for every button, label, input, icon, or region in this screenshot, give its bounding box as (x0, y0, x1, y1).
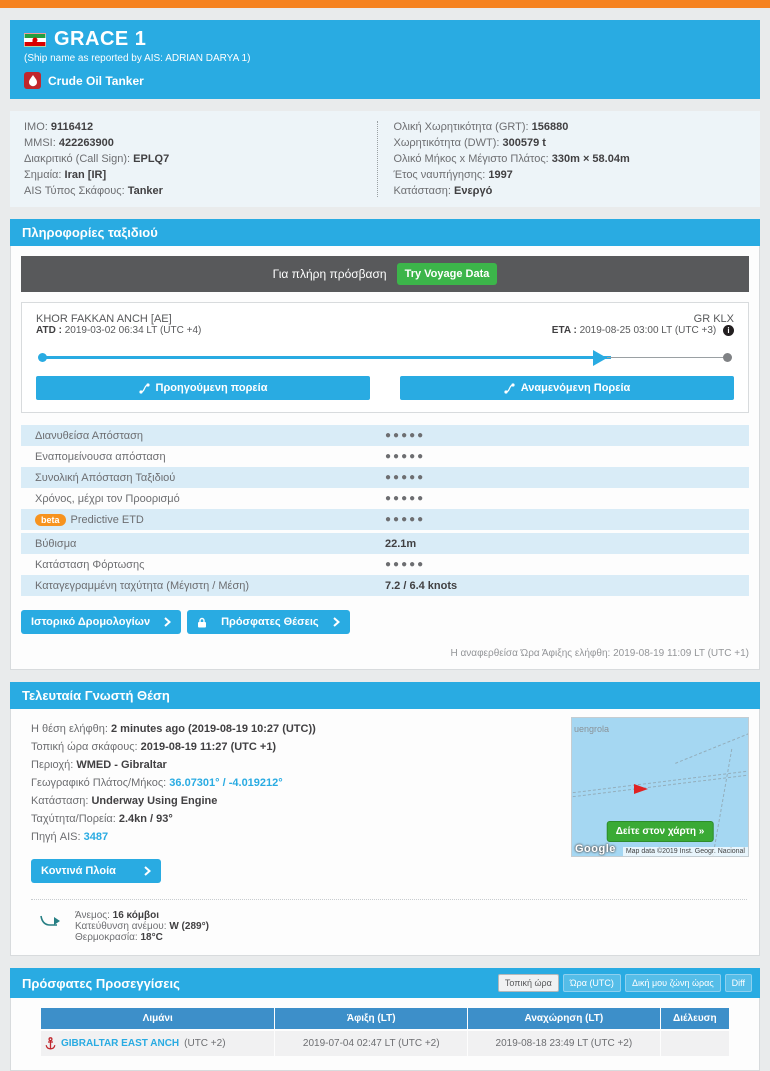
view-on-map-button[interactable]: Δείτε στον χάρτη » (606, 821, 714, 843)
info-icon[interactable]: i (723, 325, 734, 336)
google-logo: Google (575, 843, 616, 856)
voyage-row-predictive-etd: beta Predictive ETD ●●●●● (21, 509, 749, 531)
vessel-details: IMO: 9116412 MMSI: 422263900 Διακριτικό … (10, 111, 760, 207)
last-position-section: Τελευταία Γνωστή Θέση Η θέση ελήφθη: 2 m… (10, 682, 760, 957)
voyage-promo-bar: Για πλήρη πρόσβαση Try Voyage Data (21, 256, 749, 292)
promo-text: Για πλήρη πρόσβαση (272, 267, 387, 281)
wind-speed: Άνεμος: 16 κόμβοι (75, 910, 160, 922)
temperature: Θερμοκρασία: 18°C (75, 932, 163, 944)
wind-direction: Κατεύθυνση ανέμου: W (289°) (75, 921, 209, 933)
detail-dimensions: Ολικό Μήκος x Μέγιστο Πλάτος: 330m × 58.… (393, 153, 630, 165)
beta-badge: beta (35, 513, 66, 526)
vessel-local-time: Τοπική ώρα σκάφους: 2019-08-19 11:27 (UT… (31, 741, 277, 754)
map-route-line (572, 766, 748, 795)
voyage-history-button[interactable]: Ιστορικό Δρομολογίων (21, 610, 182, 635)
progress-line-remaining (607, 357, 726, 359)
destination-port: GR KLX (693, 313, 734, 325)
port-calls-table: Λιμάνι Άφιξη (LT) Αναχώρηση (LT) Διέλευσ… (41, 1008, 729, 1057)
port-call-row: GIBRALTAR EAST ANCH (UTC +2) 2019-07-04 … (41, 1029, 729, 1057)
route-icon (138, 383, 150, 394)
recent-positions-button[interactable]: Πρόσφατες Θέσεις (187, 610, 350, 635)
port-timezone: (UTC +2) (184, 1038, 226, 1050)
chevron-right-icon (332, 617, 340, 627)
anchor-icon (45, 1037, 56, 1050)
column-header-port: Λιμάνι (41, 1008, 275, 1031)
map-attribution: Map data ©2019 Inst. Geogr. Nacional (622, 847, 748, 857)
column-header-transit: Διέλευση (659, 1008, 729, 1031)
voyage-section-title: Πληροφορίες ταξιδιού (10, 219, 760, 246)
eta-line: ETA : 2019-08-25 03:00 LT (UTC +3) i (552, 325, 734, 336)
detail-grt: Ολική Χωρητικότητα (GRT): 156880 (393, 121, 569, 133)
port-calls-section: Πρόσφατες Προσεγγίσεις Τοπική ώρα Ώρα (U… (10, 968, 760, 1071)
iran-flag-icon (24, 32, 46, 47)
chevron-right-icon (144, 866, 151, 876)
detail-status: Κατάσταση: Ενεργό (393, 185, 493, 197)
ship-marker-icon (634, 784, 648, 795)
position-section-title: Τελευταία Γνωστή Θέση (10, 682, 760, 710)
detail-year-built: Έτος ναυπήγησης: 1997 (393, 169, 513, 181)
eta-received-note: Η αναφερθείσα Ώρα Άφιξης ελήφθη: 2019-08… (450, 648, 750, 660)
wind-direction-icon (39, 914, 61, 931)
ship-position-arrow-icon (593, 350, 608, 367)
ship-header: GRACE 1 (Ship name as reported by AIS: A… (10, 20, 760, 99)
top-nav-strip (0, 0, 770, 8)
route-box: KHOR FAKKAN ANCH [AE] ATD : 2019-03-02 0… (21, 302, 749, 414)
speed-course: Ταχύτητα/Πορεία: 2.4kn / 93° (31, 813, 173, 826)
voyage-row-recorded-speed: Καταγεγραμμένη ταχύτητα (Μέγιστη / Μέση)… (21, 575, 749, 597)
position-map[interactable]: uengrola Δείτε στον χάρτη » Google Map d… (571, 717, 749, 858)
detail-flag: Σημαία: Iran [IR] (24, 169, 107, 181)
port-calls-title: Πρόσφατες Προσεγγίσεις (22, 975, 180, 991)
origin-port: KHOR FAKKAN ANCH [AE] (36, 313, 172, 325)
voyage-row-distance-travelled: Διανυθείσα Απόσταση ●●●●● (21, 425, 749, 447)
my-timezone-button[interactable]: Δική μου ζώνη ώρας (624, 974, 721, 993)
voyage-row-load-status: Κατάσταση Φόρτωσης ●●●●● (21, 554, 749, 576)
position-received: Η θέση ελήφθη: 2 minutes ago (2019-08-19… (31, 723, 316, 736)
map-route-line (675, 729, 748, 764)
column-header-departure: Αναχώρηση (LT) (467, 1008, 661, 1031)
ais-source-link[interactable]: Πηγή AIS: 3487 (31, 831, 109, 844)
diff-button[interactable]: Diff (724, 974, 752, 993)
atd-line: ATD : 2019-03-02 06:34 LT (UTC +4) (36, 325, 202, 336)
column-header-arrival: Άφιξη (LT) (274, 1008, 468, 1031)
nav-status: Κατάσταση: Underway Using Engine (31, 795, 218, 808)
utc-time-button[interactable]: Ώρα (UTC) (562, 974, 621, 993)
detail-ais-type: AIS Τύπος Σκάφους: Tanker (24, 185, 163, 197)
voyage-info-section: Πληροφορίες ταξιδιού Για πλήρη πρόσβαση … (10, 219, 760, 671)
detail-mmsi: MMSI: 422263900 (24, 137, 114, 149)
progress-line-done (42, 356, 612, 360)
departure-cell: 2019-08-18 23:49 LT (UTC +2) (467, 1029, 661, 1057)
ais-reported-name: (Ship name as reported by AIS: ADRIAN DA… (24, 53, 251, 64)
port-link[interactable]: GIBRALTAR EAST ANCH (61, 1038, 180, 1050)
chevron-right-icon (164, 617, 172, 627)
previous-course-button[interactable]: Προηγούμενη πορεία (36, 376, 370, 401)
local-time-button[interactable]: Τοπική ώρα (497, 974, 559, 993)
detail-dwt: Χωρητικότητα (DWT): 300579 t (393, 137, 546, 149)
expected-course-button[interactable]: Αναμενόμενη Πορεία (400, 376, 734, 401)
nearby-vessels-button[interactable]: Κοντινά Πλοία (31, 859, 161, 884)
ship-type-label: Crude Oil Tanker (48, 73, 144, 88)
voyage-row-time-to-destination: Χρόνος, μέχρι τον Προορισμό ●●●●● (21, 488, 749, 510)
detail-imo: IMO: 9116412 (24, 121, 94, 133)
voyage-progress-bar (38, 350, 732, 367)
try-voyage-data-button[interactable]: Try Voyage Data (396, 263, 498, 285)
area: Περιοχή: WMED - Gibraltar (31, 759, 167, 772)
detail-callsign: Διακριτικό (Call Sign): EPLQ7 (24, 153, 170, 165)
arrival-cell: 2019-07-04 02:47 LT (UTC +2) (274, 1029, 468, 1057)
voyage-data-table: Διανυθείσα Απόσταση ●●●●● Εναπομείνουσα α… (21, 425, 749, 597)
voyage-row-distance-remaining: Εναπομείνουσα απόσταση ●●●●● (21, 446, 749, 468)
lock-icon (197, 617, 207, 628)
ship-name: GRACE 1 (54, 28, 147, 50)
destination-dot-icon (723, 353, 732, 363)
map-place-label: uengrola (574, 724, 610, 735)
weather-block: Άνεμος: 16 κόμβοι Κατεύθυνση ανέμου: W (… (31, 899, 747, 943)
voyage-row-total-distance: Συνολική Απόσταση Ταξιδιού ●●●●● (21, 467, 749, 489)
transit-cell (659, 1029, 729, 1057)
route-icon (504, 383, 515, 394)
crude-oil-tanker-icon (24, 72, 41, 89)
voyage-row-draught: Βύθισμα 22.1m (21, 533, 749, 555)
lat-lon-link[interactable]: Γεωγραφικό Πλάτος/Μήκος: 36.07301° / -4.… (31, 777, 283, 790)
